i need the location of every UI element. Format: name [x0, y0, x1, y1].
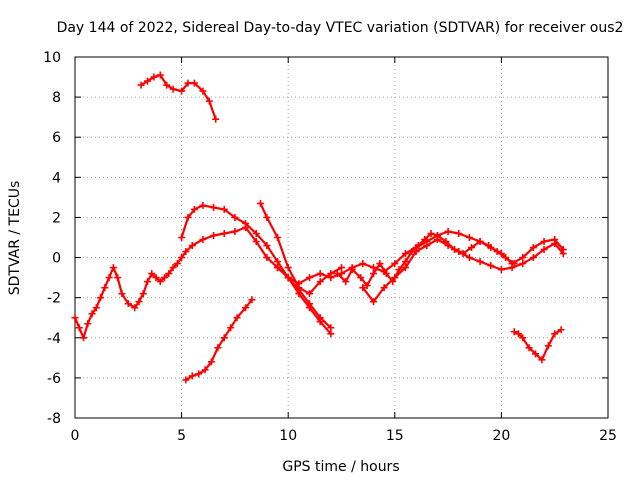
axis-ticks: 0 5 10 15 20 25 -8 -6 -4 -2 0 2 4 6 8 10: [43, 50, 617, 444]
x-axis-label: GPS time / hours: [282, 459, 399, 475]
series-line: [140, 73, 217, 121]
y-tick-label: 8: [52, 90, 61, 106]
y-tick-label: 2: [52, 210, 61, 226]
series-markers: [359, 236, 567, 306]
series-markers: [256, 199, 345, 298]
y-tick-label: 4: [52, 170, 61, 186]
y-tick-label: 10: [43, 50, 61, 66]
series-s2: [178, 201, 335, 338]
series-markers: [182, 296, 256, 384]
series-line: [73, 226, 332, 339]
y-tick-label: -4: [47, 331, 61, 347]
series-line: [276, 230, 565, 285]
series-markers: [510, 326, 565, 364]
x-tick-label: 25: [599, 428, 617, 444]
series-line: [180, 204, 332, 335]
series-markers: [178, 201, 335, 338]
series-s8: [510, 326, 565, 364]
x-tick-label: 0: [71, 428, 80, 444]
series-s4: [137, 71, 220, 123]
y-tick-label: 6: [52, 130, 61, 146]
y-tick-label: -8: [47, 411, 61, 427]
series-s1: [71, 223, 335, 342]
y-tick-label: -6: [47, 371, 61, 387]
grid: [75, 57, 608, 418]
series-s5: [182, 296, 256, 384]
y-tick-label: 0: [52, 251, 61, 267]
y-axis-label: SDTVAR / TECUs: [7, 181, 23, 296]
series-layer: [71, 71, 567, 384]
x-tick-label: 10: [279, 428, 297, 444]
series-s6: [274, 227, 567, 288]
series-line: [259, 202, 343, 295]
series-markers: [333, 229, 518, 290]
series-markers: [274, 227, 567, 288]
x-tick-label: 5: [177, 428, 186, 444]
plot-frame: [74, 56, 609, 419]
x-tick-label: 15: [386, 428, 404, 444]
series-markers: [137, 71, 220, 123]
y-tick-label: -2: [47, 291, 61, 307]
x-tick-label: 20: [492, 428, 510, 444]
series-line: [184, 298, 254, 381]
chart-title: Day 144 of 2022, Sidereal Day-to-day VTE…: [57, 20, 624, 36]
series-s9: [333, 229, 518, 290]
